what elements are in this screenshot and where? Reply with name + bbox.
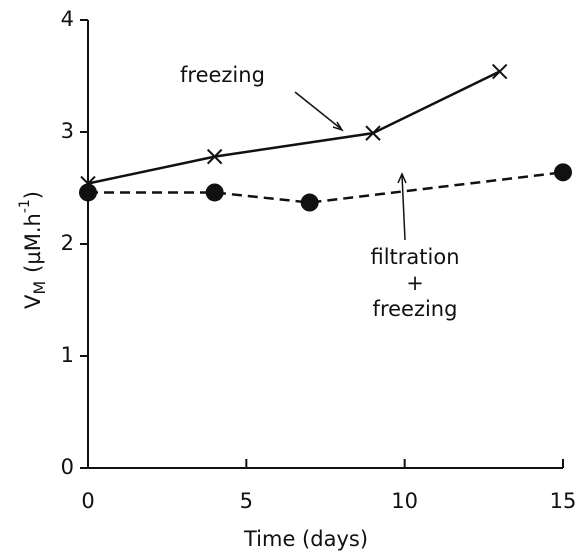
- annotation: freezing: [180, 63, 265, 87]
- y-tick-label: 2: [61, 231, 74, 255]
- series-line: [88, 171, 564, 204]
- marker: [79, 183, 97, 202]
- annotation: +: [406, 271, 424, 295]
- annotation-arrow: [401, 174, 406, 241]
- x-tick-label: 15: [550, 489, 577, 513]
- annotation: freezing: [373, 297, 458, 321]
- y-label-sub: M: [30, 281, 49, 295]
- y-tick-label: 0: [61, 455, 74, 479]
- x-tick-label: 10: [391, 489, 418, 513]
- marker: [365, 125, 381, 141]
- y-label-unit: (µM.h: [21, 213, 45, 273]
- series-line: [87, 70, 501, 185]
- marker: [554, 163, 572, 182]
- y-tick-label: 1: [61, 343, 74, 367]
- x-tick-label: 5: [240, 489, 253, 513]
- y-axis-label: VM (µM.h-1): [17, 191, 49, 309]
- marker: [300, 193, 319, 212]
- annotation-arrow: [294, 91, 341, 129]
- x-tick-label: 0: [81, 489, 94, 513]
- marker: [491, 63, 508, 80]
- y-label-main: V: [21, 294, 45, 309]
- y-label-sup: -1: [17, 199, 33, 213]
- y-tick-label: 4: [61, 7, 74, 31]
- arrow-head: [397, 172, 407, 184]
- arrow-head: [332, 121, 344, 132]
- y-tick-label: 3: [61, 119, 74, 143]
- y-label-close: ): [21, 191, 45, 199]
- annotation: filtration: [370, 245, 459, 269]
- marker: [205, 183, 224, 202]
- x-axis-label: Time (days): [243, 527, 368, 551]
- marker: [206, 148, 223, 165]
